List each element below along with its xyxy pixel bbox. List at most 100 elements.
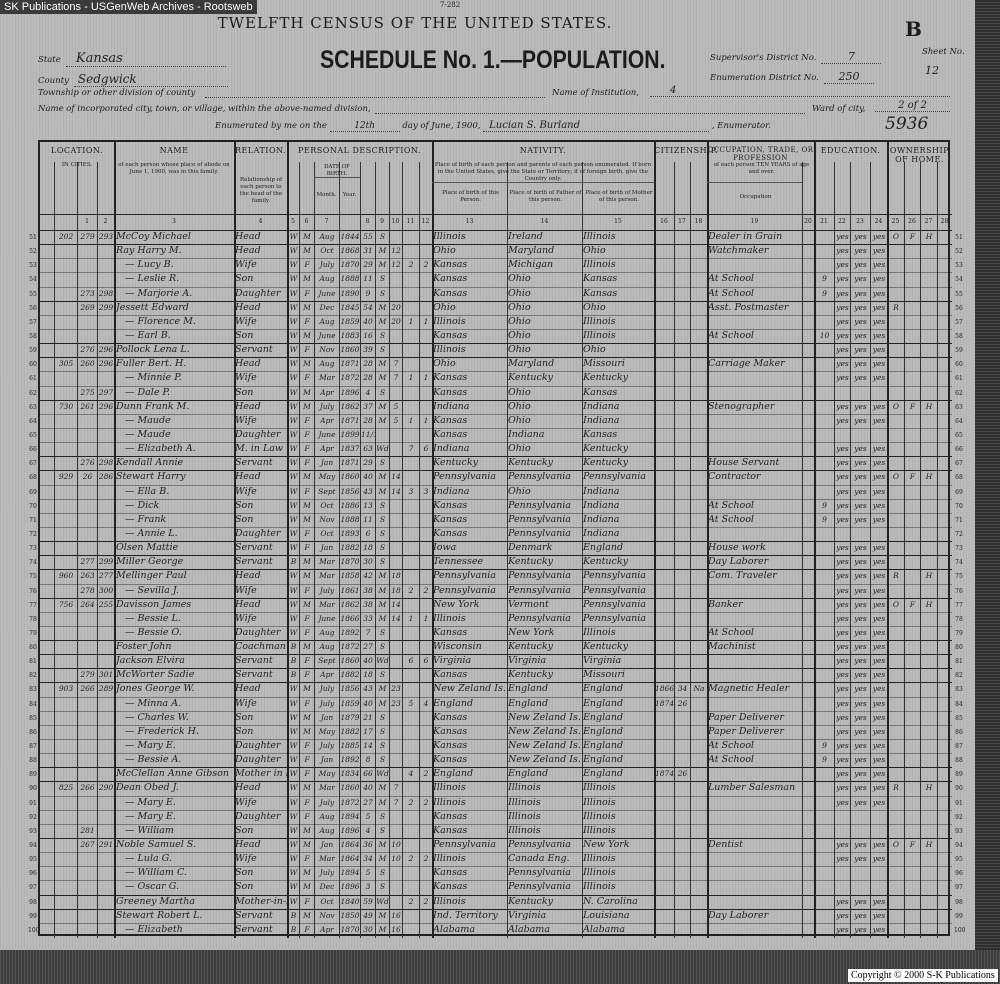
line-number: 85 <box>29 714 37 722</box>
cell: Illinois <box>433 796 466 808</box>
cell: Indiana <box>583 499 620 511</box>
cell: yes <box>854 712 867 722</box>
cell: 1882 <box>340 543 360 553</box>
cell: 275 <box>80 387 95 397</box>
cell: 30 <box>363 924 373 934</box>
cell: Aug <box>319 825 335 835</box>
cell: Illinois <box>583 881 616 893</box>
cell: 10 <box>819 330 830 340</box>
cell: Michigan <box>508 259 554 271</box>
line-number: 65 <box>955 431 963 439</box>
line-number: 54 <box>955 276 963 284</box>
column-number: 2 <box>103 218 108 225</box>
cell: Ohio <box>508 414 531 426</box>
cell: Ohio <box>508 485 531 497</box>
enumeration-line: Enumerated by me on the 12th day of June… <box>215 120 775 132</box>
cell: yes <box>854 741 867 751</box>
cell: 66 <box>363 769 373 779</box>
cell: 1885 <box>340 741 360 751</box>
column-divider <box>402 162 403 938</box>
row-divider <box>40 258 952 260</box>
cell: 11/12 <box>361 429 375 439</box>
cell: Kansas <box>433 273 468 285</box>
row-divider <box>40 470 952 472</box>
cell: Pennsylvania <box>508 513 571 525</box>
row-divider <box>40 314 952 316</box>
cell: 2 <box>408 260 414 270</box>
cell: yes <box>854 401 867 411</box>
cell: 29 <box>363 260 373 270</box>
cell: Foster John <box>116 641 172 653</box>
column-number: 4 <box>258 218 263 225</box>
cell: Apr <box>320 387 334 397</box>
line-number: 93 <box>29 827 37 835</box>
cell: Illinois <box>433 344 466 356</box>
cell: Mar <box>319 599 335 609</box>
cell: B <box>290 910 297 920</box>
cell: Ohio <box>433 358 456 370</box>
cell: 23 <box>391 698 401 708</box>
line-number: 91 <box>955 799 963 807</box>
cell: Daughter <box>235 626 281 638</box>
cell: 1892 <box>340 627 360 637</box>
cell: 1870 <box>340 924 360 934</box>
line-number: 68 <box>29 474 37 482</box>
cell: Kansas <box>433 754 468 766</box>
cell: 2 <box>408 585 414 595</box>
cell: 298 <box>98 458 114 468</box>
enumeration-label: Enumeration District No. <box>710 73 819 83</box>
cell: Kentucky <box>583 457 628 469</box>
column-number: 8 <box>365 218 370 225</box>
cell: yes <box>872 345 886 355</box>
line-number: 75 <box>29 573 37 581</box>
cell: O <box>892 472 900 482</box>
cell: W <box>289 613 298 623</box>
cell: Daughter <box>235 810 281 822</box>
cell: M <box>378 840 387 850</box>
cell: Apr <box>320 924 334 934</box>
cell: 1870 <box>340 557 360 567</box>
cell: At School <box>708 287 754 299</box>
column-group-header: NATIVITY. <box>519 146 567 155</box>
cell: New Zeland Is. <box>508 725 581 737</box>
cell: 9 <box>822 755 827 765</box>
cell: Son <box>235 513 254 525</box>
cell: Indiana <box>583 414 620 426</box>
cell: yes <box>854 896 867 906</box>
cell: Ohio <box>508 301 531 313</box>
cell: M <box>303 514 311 524</box>
column-number: 23 <box>856 218 864 225</box>
cell: yes <box>836 260 849 270</box>
cell: yes <box>836 783 849 793</box>
cell: R <box>893 571 899 581</box>
cell: Kansas <box>433 810 468 822</box>
cell: House work <box>708 542 766 554</box>
line-number: 58 <box>955 332 963 340</box>
line-number: 55 <box>29 290 37 298</box>
row-divider <box>40 880 952 882</box>
cell: 14 <box>391 613 401 623</box>
line-number: 84 <box>29 700 37 708</box>
cell: 1874 <box>655 698 674 708</box>
cell: yes <box>836 472 849 482</box>
cell: Ireland <box>508 231 543 242</box>
cell: W <box>289 288 298 298</box>
line-number: 84 <box>955 700 963 708</box>
cell: Ray Harry M. <box>116 245 182 257</box>
column-divider <box>674 162 675 938</box>
cell: Kentucky <box>508 669 553 681</box>
population-schedule-table: LOCATION. NAME RELATION. PERSONAL DESCRIPTI… <box>28 140 965 938</box>
cell: 2 <box>408 797 414 807</box>
cell: Virginia <box>508 909 547 921</box>
cell: Kansas <box>433 824 468 836</box>
cell: yes <box>872 854 886 864</box>
cell: 1870 <box>340 260 360 270</box>
column-number: 7 <box>324 218 329 225</box>
row-divider <box>40 866 952 868</box>
line-number: 78 <box>29 615 37 623</box>
cell: 40 <box>363 472 373 482</box>
cell: 255 <box>98 599 114 609</box>
cell: Ohio <box>583 245 606 257</box>
cell: 260 <box>80 359 95 369</box>
cell: 5 <box>393 401 399 411</box>
